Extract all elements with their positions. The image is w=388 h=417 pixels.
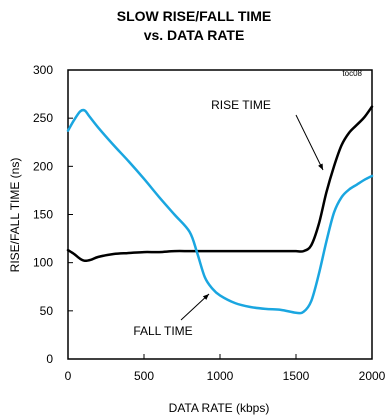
chart-tag: toc08 (342, 69, 362, 78)
y-tick-label-5: 250 (33, 111, 53, 125)
axis-ticks (67, 69, 373, 360)
fall-time-annotation: FALL TIME (133, 324, 192, 338)
y-tick-label-4: 200 (33, 159, 53, 173)
chart-title: SLOW RISE/FALL TIME (116, 8, 272, 24)
fall-time-leader-line (180, 293, 210, 321)
rise-time-leader-line (295, 114, 324, 171)
chart-subtitle: vs. DATA RATE (143, 27, 245, 43)
fall-time-arrowhead (202, 294, 209, 300)
plot-frame (67, 69, 373, 360)
x-tick-label-2: 1000 (207, 369, 234, 383)
y-tick-label-6: 300 (33, 63, 53, 77)
rise-time-arrowhead (318, 163, 323, 170)
y-axis-title: RISE/FALL TIME (ns) (8, 158, 22, 273)
x-tick-label-0: 0 (65, 369, 72, 383)
x-tick-label-3: 1500 (283, 369, 310, 383)
x-tick-label-4: 2000 (359, 369, 386, 383)
fall-time-line (66, 108, 374, 315)
rise-time-annotation: RISE TIME (211, 98, 271, 112)
annotation-layer: RISE TIME FALL TIME (133, 98, 324, 338)
tick-labels: 0 500 1000 1500 2000 0 50 100 150 200 250 300 (33, 63, 386, 383)
x-axis-title: DATA RATE (kbps) (169, 401, 270, 415)
y-tick-label-0: 0 (46, 352, 53, 366)
y-tick-label-2: 100 (33, 256, 53, 270)
rise-time-line (66, 105, 374, 263)
y-tick-label-3: 150 (33, 208, 53, 222)
y-tick-label-1: 50 (40, 304, 54, 318)
series-layer (66, 105, 374, 315)
x-tick-label-1: 500 (134, 369, 154, 383)
